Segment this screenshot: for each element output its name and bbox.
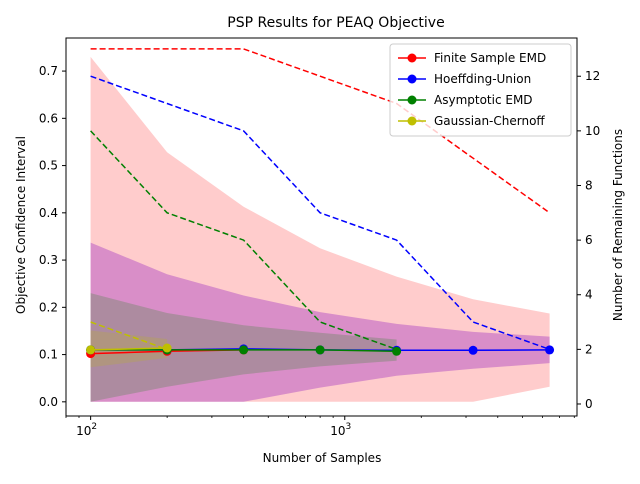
legend-label-hoeffding-union: Hoeffding-Union [434,72,531,86]
y2-tick-label: 6 [585,233,593,247]
x-tick-label: 103 [330,422,351,438]
band-finite-sample-emd [90,56,550,402]
data-point-gaussian-chernoff [162,343,172,353]
legend-box [389,43,572,137]
data-point-gaussian-chernoff [86,345,96,355]
y-tick-label: 0.0 [39,395,58,409]
y-tick-label: 0.4 [39,206,58,220]
y2-tick-label: 2 [585,342,593,356]
data-point-asymptotic-emd [315,345,325,355]
y2-tick-label: 8 [585,178,593,192]
axes: 102 103 0.0 0.1 0.2 0.3 0.4 0.5 0.6 0.7 0 2 4 6 8 10 12 [39,37,600,438]
y-tick-label: 0.3 [39,253,58,267]
legend-marker-hoeffding-union [407,74,417,84]
legend-marker-finite-sample-emd [407,53,417,63]
data-point-hoeffding-union [545,345,555,355]
series-line-gaussian-chernoff [90,347,168,351]
y2-tick-label: 12 [585,69,600,83]
remaining-line-hoeffding-union [90,75,550,351]
y-tick-label: 0.7 [39,64,58,78]
legend-label-gaussian-chernoff: Gaussian-Chernoff [434,114,545,128]
legend: Finite Sample EMD Hoeffding-Union Asymptot… [389,43,572,137]
y2-axis-label: Number of Remaining Functions [611,129,625,321]
legend-marker-gaussian-chernoff [407,116,417,126]
data-point-asymptotic-emd [392,346,402,356]
y-tick-label: 0.5 [39,159,58,173]
remaining-line-finite-sample-emd [90,48,551,214]
y-tick-label: 0.1 [39,348,58,362]
y2-tick-label: 0 [585,397,593,411]
y-axis-label: Objective Confidence Interval [14,136,28,314]
data-point-asymptotic-emd [239,345,249,355]
remaining-line-asymptotic-emd [90,130,397,351]
mean-lines [86,343,555,359]
legend-marker-asymptotic-emd [407,95,417,105]
y-tick-label: 0.6 [39,111,58,125]
legend-label-finite-sample-emd: Finite Sample EMD [434,51,546,65]
x-tick-label: 102 [76,422,97,438]
band-hoeffding-union [90,242,550,402]
remaining-line-gaussian-chernoff [90,321,168,351]
chart-title: PSP Results for PEAQ Objective [227,15,444,31]
legend-label-asymptotic-emd: Asymptotic EMD [434,93,533,107]
y-tick-label: 0.2 [39,300,58,314]
plot-frame [65,37,578,417]
data-point-hoeffding-union [468,345,478,355]
y2-tick-label: 4 [585,288,593,302]
x-axis-label: Number of Samples [263,451,382,465]
y2-tick-label: 10 [585,124,600,138]
remaining-function-lines [90,48,551,351]
